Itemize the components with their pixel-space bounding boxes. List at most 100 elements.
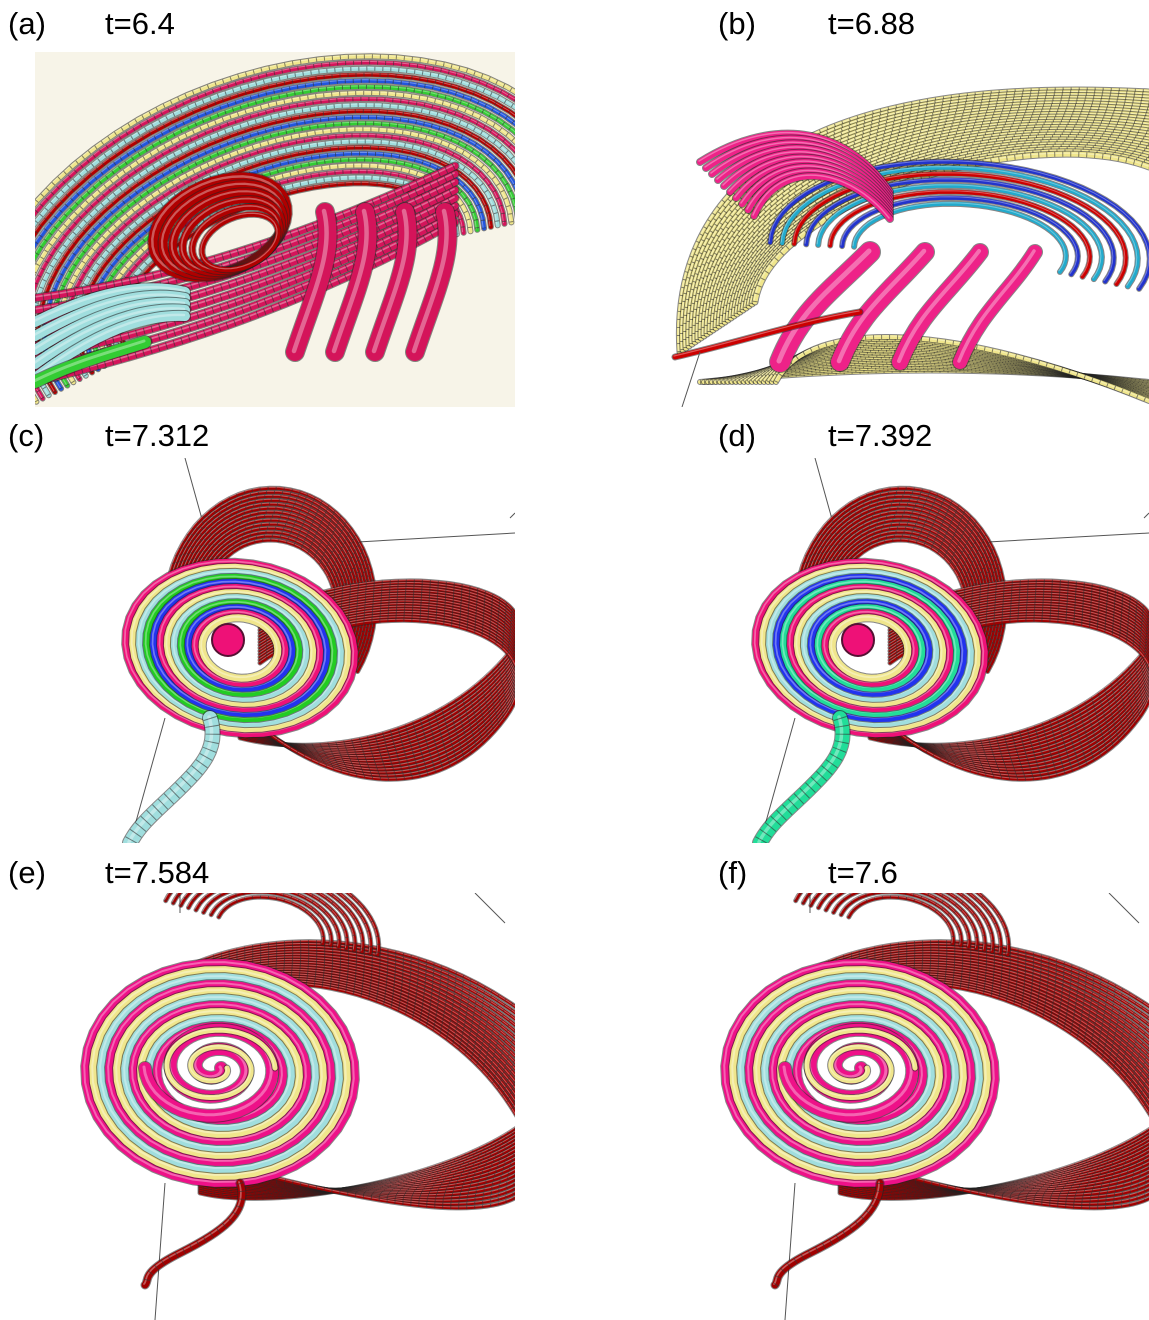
streamline-highlight xyxy=(868,597,1149,757)
streamline-highlight xyxy=(35,313,186,378)
streamline-highlight xyxy=(371,208,409,354)
streamline-tube xyxy=(105,980,335,1166)
streamline-tube xyxy=(852,201,1068,274)
streamline-tube xyxy=(761,994,959,1152)
streamline-tube xyxy=(779,578,961,718)
streamline-tube xyxy=(143,573,337,723)
streamline-tube xyxy=(824,893,979,950)
streamline-render-c xyxy=(70,458,515,843)
streamline-tube xyxy=(35,218,459,386)
streamline-tube xyxy=(768,159,1149,291)
streamline-tube xyxy=(737,973,983,1173)
streamline-tube xyxy=(816,183,1104,282)
streamline-highlight xyxy=(35,97,515,398)
streamline-render-d xyxy=(700,458,1149,843)
panel-letter: (c) xyxy=(8,418,45,453)
streamline-highlight xyxy=(91,968,347,1176)
streamline-tube xyxy=(191,609,289,687)
streamline-tube xyxy=(141,1179,246,1289)
streamline-tube xyxy=(745,980,975,1166)
streamline-highlight xyxy=(794,893,1009,955)
streamline-highlight xyxy=(763,996,955,1148)
streamline-highlight xyxy=(804,178,1114,281)
streamline-highlight xyxy=(35,339,146,383)
streamline-tube xyxy=(122,558,358,738)
streamline-tube xyxy=(828,189,1092,279)
streamline-tube xyxy=(35,283,190,327)
streamline-tube xyxy=(752,558,988,738)
streamline-highlight xyxy=(957,249,1036,363)
streamline-tube xyxy=(800,594,940,702)
streamline-highlight xyxy=(801,893,1001,953)
streamline-ticks xyxy=(35,102,515,397)
streamline-highlight xyxy=(187,893,355,950)
axis-box-edge xyxy=(474,893,506,924)
streamline-render-b xyxy=(660,52,1149,407)
streamline-highlight xyxy=(238,603,515,762)
panel-time: t=6.4 xyxy=(105,6,175,41)
streamline-ticks xyxy=(764,975,1149,1200)
streamline-render-a xyxy=(35,52,515,407)
streamline-highlight xyxy=(238,592,515,752)
streamline-highlight xyxy=(164,893,379,955)
streamline-tube xyxy=(953,245,1042,369)
streamline-highlight xyxy=(143,1181,242,1285)
streamline-highlight xyxy=(331,208,369,354)
axis-box-edge xyxy=(969,532,1149,544)
vortex-core xyxy=(211,623,245,657)
streamline-highlight xyxy=(200,615,278,679)
streamline-highlight xyxy=(673,310,860,357)
panel-letter: (d) xyxy=(718,418,756,453)
streamline-highlight xyxy=(723,961,995,1183)
streamline-tube xyxy=(35,108,515,394)
streamline-tube xyxy=(170,594,310,702)
streamline-highlight xyxy=(83,961,355,1183)
streamline-highlight xyxy=(847,895,953,944)
streamline-highlight xyxy=(171,893,371,953)
streamline-highlight xyxy=(209,893,331,945)
streamline-tube xyxy=(828,614,912,682)
streamline-highlight xyxy=(35,91,515,402)
streamline-tube xyxy=(729,966,991,1180)
streamline-tube xyxy=(97,973,343,1173)
streamline-highlight xyxy=(897,249,981,363)
panel-time: t=6.88 xyxy=(828,6,916,41)
streamline-tube xyxy=(171,893,373,955)
streamline-tube xyxy=(809,893,995,954)
streamline-tube xyxy=(35,78,515,249)
streamline-tube xyxy=(753,987,967,1159)
streamline-highlight xyxy=(131,1003,307,1141)
streamline-tube xyxy=(766,568,974,728)
streamline-highlight xyxy=(35,54,515,203)
streamline-ticks xyxy=(169,494,371,669)
streamline-tube xyxy=(42,115,515,391)
streamline-tube xyxy=(121,994,319,1152)
streamline-tube xyxy=(194,893,349,950)
streamline-highlight xyxy=(752,174,890,219)
streamline-tube xyxy=(839,893,963,947)
streamline-tube xyxy=(199,211,281,273)
streamline-tube xyxy=(366,203,417,361)
streamline-ticks xyxy=(35,202,457,362)
streamline-highlight xyxy=(35,293,186,336)
streamline-ticks xyxy=(129,970,515,1196)
streamline-highlight xyxy=(194,893,347,948)
streamline-highlight xyxy=(771,1003,947,1141)
streamline-highlight xyxy=(805,1028,915,1098)
streamline-tube xyxy=(81,959,359,1187)
streamline-highlight xyxy=(35,307,186,364)
streamline-tube xyxy=(35,72,515,238)
panel-time: t=7.6 xyxy=(828,855,898,890)
streamline-highlight xyxy=(36,109,515,392)
streamline-highlight xyxy=(107,982,331,1162)
streamline-tube xyxy=(113,987,327,1159)
streamline-tube xyxy=(804,1027,918,1101)
streamline-ticks xyxy=(202,893,341,948)
streamline-highlight xyxy=(411,208,449,354)
streamline-tube xyxy=(793,589,947,707)
axis-box-edge xyxy=(1143,512,1149,519)
streamline-highlight xyxy=(123,996,315,1148)
streamline-tube xyxy=(179,893,365,954)
streamline-highlight xyxy=(773,1181,880,1285)
streamline-highlight xyxy=(830,615,908,679)
